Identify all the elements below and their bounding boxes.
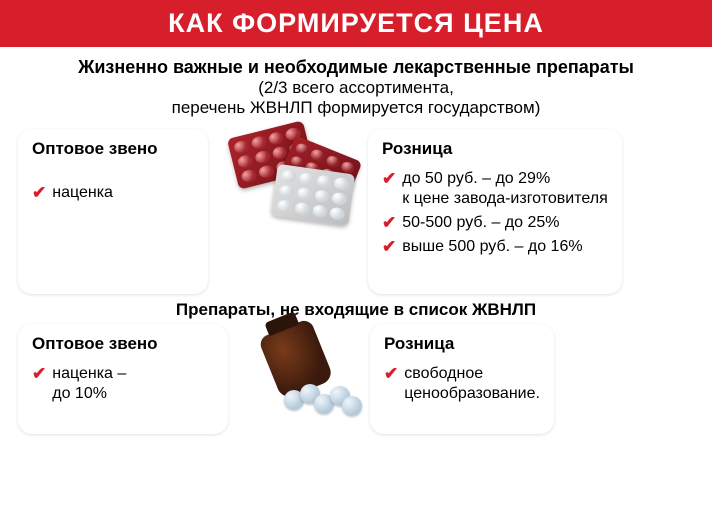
header-title: КАК ФОРМИРУЕТСЯ ЦЕНА: [168, 8, 544, 38]
section-non-jvnlp: Оптовое звено ✔ наценка – до 10% Розница…: [0, 320, 712, 436]
wholesale2-item-b: до 10%: [52, 385, 107, 402]
subheader-bold: Жизненно важные и необходимые лекарствен…: [20, 57, 692, 78]
check-icon: ✔: [382, 238, 396, 255]
check-icon: ✔: [382, 214, 396, 231]
wholesale-item: ✔ наценка: [32, 183, 194, 203]
retail-block: Розница ✔ до 50 руб. – до 29% к цене зав…: [220, 129, 622, 294]
subheader: Жизненно важные и необходимые лекарствен…: [0, 47, 712, 125]
retail-item-1a: до 50 руб. – до 29%: [402, 170, 550, 187]
retail-item-2: ✔ 50-500 руб. – до 25%: [382, 213, 608, 233]
pills-illustration: [224, 129, 364, 229]
retail-item-2-text: 50-500 руб. – до 25%: [402, 213, 559, 233]
wholesale-card: Оптовое звено ✔ наценка: [18, 129, 208, 294]
wholesale2-item-a: наценка –: [52, 365, 126, 382]
retail-title: Розница: [382, 139, 608, 159]
check-icon: ✔: [32, 184, 46, 201]
retail-card: Розница ✔ до 50 руб. – до 29% к цене зав…: [368, 129, 622, 294]
check-icon: ✔: [384, 365, 398, 382]
wholesale2-card: Оптовое звено ✔ наценка – до 10%: [18, 324, 228, 434]
subheader-line3: перечень ЖВНЛП формируется государством): [20, 98, 692, 118]
mid-title: Препараты, не входящие в список ЖВНЛП: [0, 296, 712, 320]
retail-item-1: ✔ до 50 руб. – до 29% к цене завода-изго…: [382, 169, 608, 209]
check-icon: ✔: [382, 170, 396, 187]
retail2-item-a: свободное: [404, 365, 483, 382]
retail2-item-b: ценообразование.: [404, 385, 540, 402]
section-jvnlp: Оптовое звено ✔ наценка Розница ✔ до 50 …: [0, 125, 712, 296]
wholesale2-title: Оптовое звено: [32, 334, 214, 354]
retail2-block: Розница ✔ свободное ценообразование.: [240, 324, 554, 434]
retail2-title: Розница: [384, 334, 540, 354]
header-bar: КАК ФОРМИРУЕТСЯ ЦЕНА: [0, 0, 712, 47]
retail-item-3: ✔ выше 500 руб. – до 16%: [382, 237, 608, 257]
check-icon: ✔: [32, 365, 46, 382]
wholesale2-item: ✔ наценка – до 10%: [32, 364, 214, 404]
wholesale-title: Оптовое звено: [32, 139, 194, 159]
retail2-card: Розница ✔ свободное ценообразование.: [370, 324, 554, 434]
subheader-line2: (2/3 всего ассортимента,: [20, 78, 692, 98]
retail2-item: ✔ свободное ценообразование.: [384, 364, 540, 404]
retail-item-3-text: выше 500 руб. – до 16%: [402, 237, 582, 257]
retail-item-1b: к цене завода-изготовителя: [402, 190, 607, 207]
bottle-illustration: [240, 324, 370, 419]
wholesale-item-text: наценка: [52, 183, 113, 203]
